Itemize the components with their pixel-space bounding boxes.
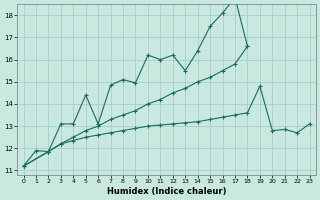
X-axis label: Humidex (Indice chaleur): Humidex (Indice chaleur) (107, 187, 226, 196)
